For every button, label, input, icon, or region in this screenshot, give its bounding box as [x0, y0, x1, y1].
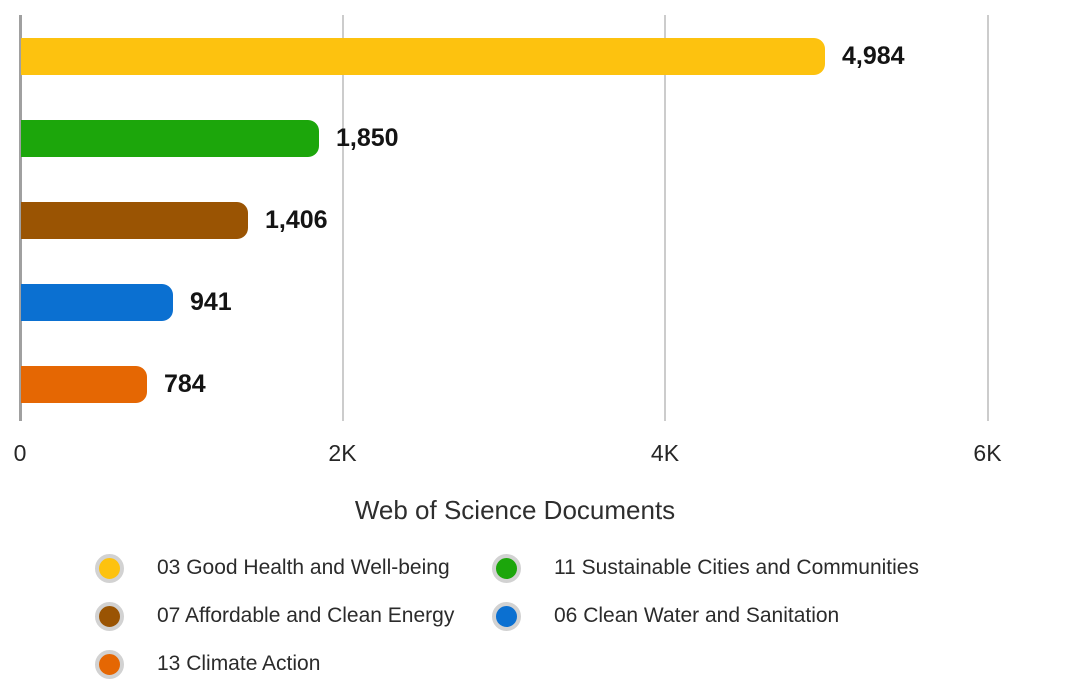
x-axis-tick-label: 0: [13, 440, 27, 466]
legend-item-11-sustainable-cities-and-communities[interactable]: 11 Sustainable Cities and Communities: [492, 544, 919, 592]
legend-item-13-climate-action[interactable]: 13 Climate Action: [95, 640, 492, 688]
chart-legend: 03 Good Health and Well-being 11 Sustaina…: [95, 544, 919, 688]
legend-item-07-affordable-and-clean-energy[interactable]: 07 Affordable and Clean Energy: [95, 592, 492, 640]
x-axis-tick-label: 6K: [973, 440, 1002, 466]
legend-label: 07 Affordable and Clean Energy: [157, 604, 455, 627]
gridline: [664, 15, 666, 421]
bar-07-affordable-and-clean-energy[interactable]: [21, 202, 248, 239]
legend-label: 13 Climate Action: [157, 652, 321, 675]
legend-swatch-icon: [95, 649, 124, 679]
bar-06-clean-water-and-sanitation[interactable]: [21, 284, 173, 321]
bar-13-climate-action[interactable]: [21, 366, 147, 403]
legend-label: 06 Clean Water and Sanitation: [554, 604, 840, 627]
bar-11-sustainable-cities-and-communities[interactable]: [21, 120, 319, 157]
x-axis-title: Web of Science Documents: [354, 495, 676, 525]
legend-item-03-good-health-and-well-being[interactable]: 03 Good Health and Well-being: [95, 544, 492, 592]
bar-value-label: 1,406: [265, 206, 328, 234]
x-axis-tick-label: 2K: [328, 440, 357, 466]
bar-03-good-health-and-well-being[interactable]: [21, 38, 825, 75]
bar-value-label: 4,984: [842, 42, 905, 70]
legend-label: 11 Sustainable Cities and Communities: [554, 556, 919, 579]
bar-value-label: 1,850: [336, 124, 399, 152]
gridline: [986, 15, 989, 421]
y-axis-line: [18, 15, 22, 421]
bar-value-label: 941: [190, 288, 232, 316]
legend-swatch-icon: [95, 601, 124, 631]
legend-item-06-clean-water-and-sanitation[interactable]: 06 Clean Water and Sanitation: [492, 592, 919, 640]
legend-label: 03 Good Health and Well-being: [157, 556, 450, 579]
bar-value-label: 784: [164, 370, 206, 398]
gridline: [341, 15, 344, 421]
legend-swatch-icon: [95, 553, 124, 583]
legend-swatch-icon: [492, 601, 521, 631]
x-axis-tick-label: 4K: [650, 440, 680, 466]
legend-swatch-icon: [492, 553, 521, 583]
